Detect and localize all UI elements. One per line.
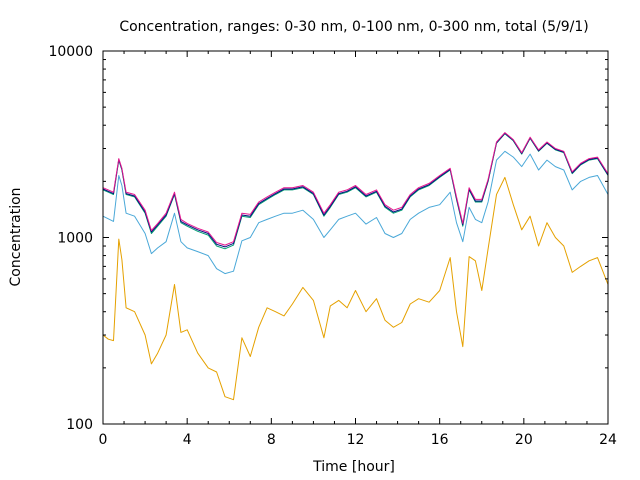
x-axis-label: Time [hour] xyxy=(312,459,395,475)
series-layer xyxy=(102,132,609,401)
x-tick-label: 4 xyxy=(183,432,192,448)
x-tick-label: 12 xyxy=(347,432,365,448)
x-tick-label: 24 xyxy=(599,432,617,448)
plot-frame xyxy=(102,50,609,425)
x-tick-label: 8 xyxy=(267,432,276,448)
y-tick-label: 1000 xyxy=(57,231,93,247)
series-line-2 xyxy=(102,150,609,275)
x-tick-label: 16 xyxy=(431,432,449,448)
x-tick-label: 0 xyxy=(99,432,108,448)
chart-title: Concentration, ranges: 0-30 nm, 0-100 nm… xyxy=(119,19,588,35)
x-tick-label: 20 xyxy=(515,432,533,448)
y-tick-label: 100 xyxy=(66,417,93,433)
y-axis-label: Concentration xyxy=(8,187,24,286)
series-line-5 xyxy=(102,132,609,246)
y-tick-label: 10000 xyxy=(48,44,93,60)
ticks-layer: 0 4 8 12 16 20 24 100 1000 10000 xyxy=(48,44,617,448)
series-line-1 xyxy=(102,176,609,401)
